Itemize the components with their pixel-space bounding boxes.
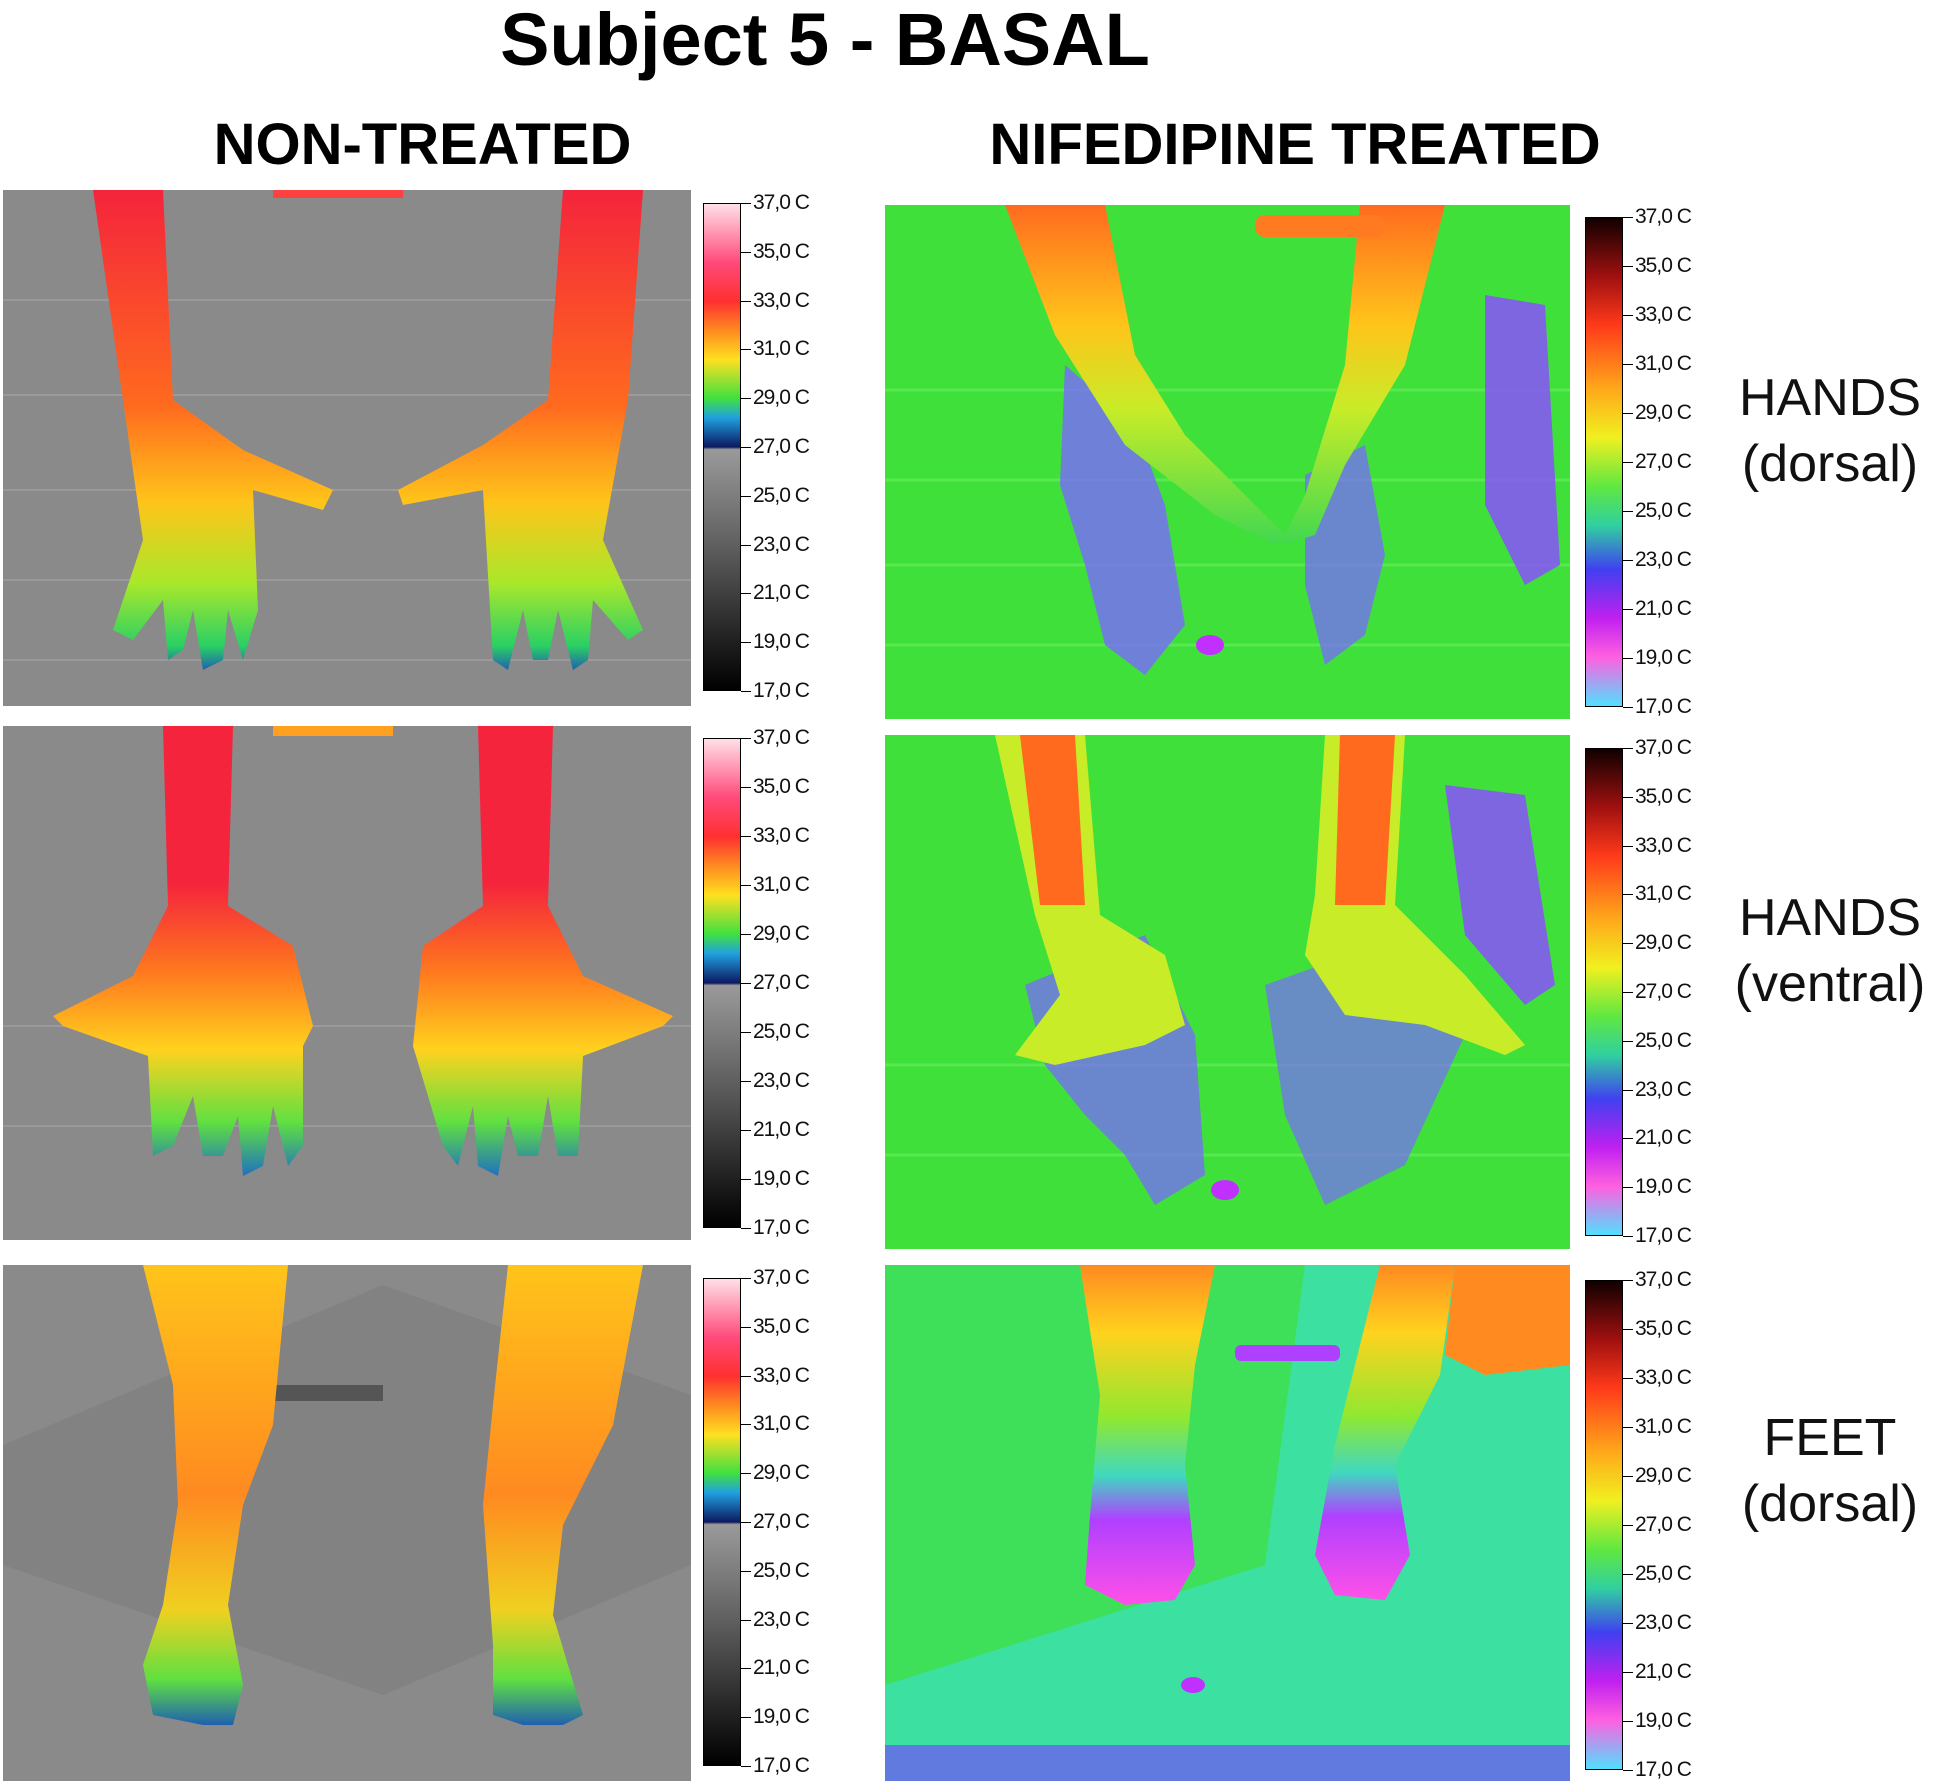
row-label-hands-dorsal: HANDS (dorsal) <box>1738 369 1922 493</box>
column-header-non-treated: NON-TREATED <box>213 112 632 177</box>
thermogram-non-treated-hands-ventral <box>3 726 691 1240</box>
thermogram-nifedipine-hands-ventral <box>885 735 1570 1249</box>
thermogram-nifedipine-hands-dorsal <box>885 205 1570 719</box>
row-label-hands-ventral: HANDS (ventral) <box>1734 889 1926 1013</box>
thermogram-non-treated-feet-dorsal <box>3 1265 691 1781</box>
temperature-scale-nifedipine-row2: 37,0 C 35,0 C 33,0 C 31,0 C 29,0 C 27,0 … <box>1585 736 1720 1247</box>
temperature-scale-nifedipine-row3: 37,0 C 35,0 C 33,0 C 31,0 C 29,0 C 27,0 … <box>1585 1268 1720 1781</box>
row-label-feet-dorsal: FEET (dorsal) <box>1741 1409 1919 1533</box>
temperature-scale-non-treated-row2: 37,0 C 35,0 C 33,0 C 31,0 C 29,0 C 27,0 … <box>703 726 838 1239</box>
thermogram-nifedipine-feet-dorsal <box>885 1265 1570 1781</box>
column-header-nifedipine-treated: NIFEDIPINE TREATED <box>989 112 1601 177</box>
temperature-scale-non-treated-row1: 37,0 C 35,0 C 33,0 C 31,0 C 29,0 C 27,0 … <box>703 191 838 702</box>
temperature-scale-nifedipine-row1: 37,0 C 35,0 C 33,0 C 31,0 C 29,0 C 27,0 … <box>1585 205 1720 718</box>
thermogram-non-treated-hands-dorsal <box>3 190 691 706</box>
temperature-scale-non-treated-row3: 37,0 C 35,0 C 33,0 C 31,0 C 29,0 C 27,0 … <box>703 1266 838 1777</box>
figure-title: Subject 5 - BASAL <box>500 0 1150 81</box>
